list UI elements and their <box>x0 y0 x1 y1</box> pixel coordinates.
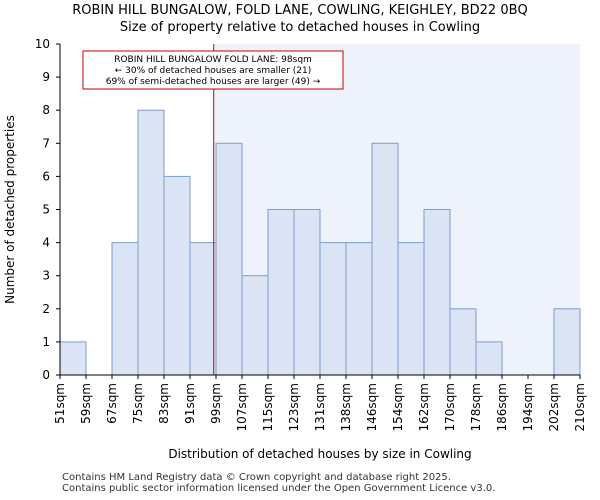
x-tick-label: 107sqm <box>235 383 249 431</box>
x-tick-label: 51sqm <box>53 383 67 424</box>
x-tick-label: 138sqm <box>339 383 353 431</box>
y-tick-label: 5 <box>42 203 50 217</box>
x-tick-label: 67sqm <box>105 383 119 424</box>
y-tick-label: 2 <box>42 302 50 316</box>
y-axis-label: Number of detached properties <box>3 115 17 304</box>
x-tick-label: 154sqm <box>391 383 405 431</box>
bar-202sqm <box>553 308 581 376</box>
y-tick-label: 6 <box>42 169 50 183</box>
annotation-line-2: ← 30% of detached houses are smaller (21… <box>115 66 312 76</box>
bar-83sqm <box>163 175 191 376</box>
y-tick-label: 4 <box>42 236 50 250</box>
bar-99sqm <box>215 142 243 376</box>
x-tick-label: 123sqm <box>287 383 301 431</box>
y-tick-label: 10 <box>35 37 50 51</box>
bar-138sqm <box>345 242 373 376</box>
x-tick-label: 91sqm <box>183 383 197 424</box>
annotation-line-1: ROBIN HILL BUNGALOW FOLD LANE: 98sqm <box>114 55 312 65</box>
y-tick-label: 7 <box>42 136 50 150</box>
y-tick-label: 8 <box>42 103 50 117</box>
x-tick-label: 202sqm <box>547 383 561 431</box>
y-tick-label: 0 <box>42 368 50 382</box>
bar-67sqm <box>111 242 139 376</box>
x-tick-label: 194sqm <box>521 383 535 431</box>
y-tick-label: 3 <box>42 269 50 283</box>
x-tick-label: 115sqm <box>261 383 275 431</box>
bar-91sqm <box>189 242 217 376</box>
x-tick-label: 178sqm <box>469 383 483 431</box>
bar-146sqm <box>371 142 399 376</box>
chart-title: ROBIN HILL BUNGALOW, FOLD LANE, COWLING,… <box>72 3 528 18</box>
x-tick-label: 170sqm <box>443 383 457 431</box>
x-tick-label: 186sqm <box>495 383 509 431</box>
bar-178sqm <box>475 341 503 376</box>
y-tick-label: 9 <box>42 70 50 84</box>
x-tick-label: 162sqm <box>417 383 431 431</box>
bar-51sqm <box>59 341 87 376</box>
chart-subtitle: Size of property relative to detached ho… <box>119 20 481 35</box>
footer-licence: Contains public sector information licen… <box>62 483 496 494</box>
bar-131sqm <box>319 242 347 376</box>
x-tick-label: 146sqm <box>365 383 379 431</box>
bar-75sqm <box>137 109 165 376</box>
annotation-box <box>82 50 344 90</box>
x-tick-label: 131sqm <box>313 383 327 431</box>
bar-123sqm <box>293 209 321 376</box>
bar-170sqm <box>449 308 477 376</box>
x-tick-label: 59sqm <box>79 383 93 424</box>
x-axis-label: Distribution of detached houses by size … <box>168 447 471 461</box>
footer-copyright: Contains HM Land Registry data © Crown c… <box>62 472 451 483</box>
bar-154sqm <box>397 242 425 376</box>
annotation-line-3: 69% of semi-detached houses are larger (… <box>106 77 321 87</box>
x-tick-label: 75sqm <box>131 383 145 424</box>
x-tick-label: 83sqm <box>157 383 171 424</box>
x-tick-label: 99sqm <box>209 383 223 424</box>
y-tick-label: 1 <box>42 335 50 349</box>
x-tick-label: 210sqm <box>573 383 587 431</box>
bar-162sqm <box>423 209 451 376</box>
bar-107sqm <box>241 275 269 376</box>
bar-115sqm <box>267 209 295 376</box>
